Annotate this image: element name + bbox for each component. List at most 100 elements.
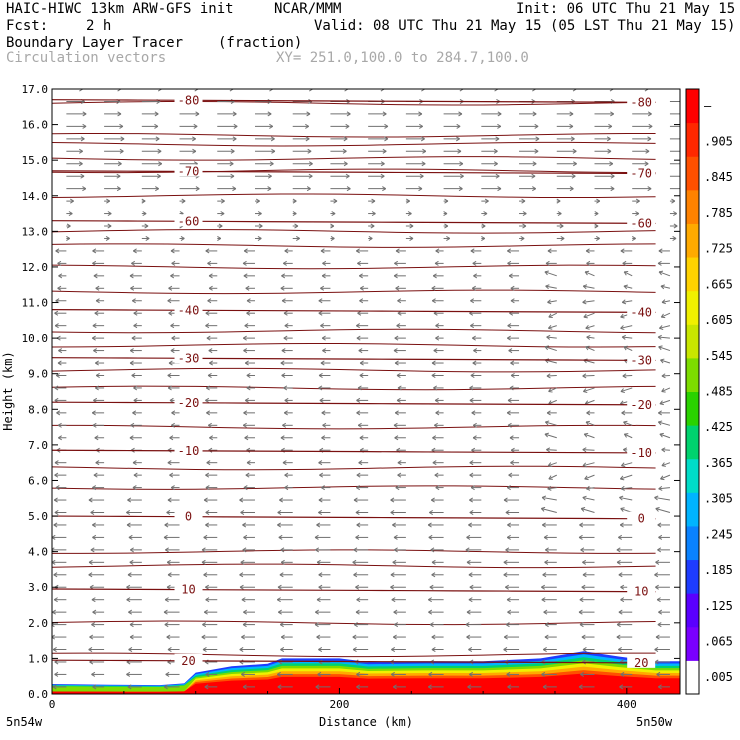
contour-label-bg <box>174 395 203 408</box>
vector-arrowhead <box>356 323 360 329</box>
vector-arrowhead <box>619 522 624 528</box>
vector-arrow <box>582 300 595 303</box>
vector-arrowhead <box>395 285 400 291</box>
vector-arrowhead <box>243 485 248 491</box>
colorbar-label: .485 <box>704 385 733 399</box>
vector-arrowhead <box>508 472 513 478</box>
x-tick-label: 200 <box>329 698 349 711</box>
vector-arrowhead <box>397 298 402 304</box>
vector-arrowhead <box>129 622 134 628</box>
vector-arrow <box>661 449 670 451</box>
vector-arrow <box>659 433 671 439</box>
vector-arrowhead <box>57 285 62 291</box>
vector-arrowhead <box>659 325 664 330</box>
vector-arrowhead <box>318 310 323 316</box>
vector-arrowhead <box>281 273 286 279</box>
vector-arrowhead <box>163 609 168 615</box>
contour-label-bg <box>627 95 656 108</box>
vector-arrowhead <box>117 111 122 117</box>
vector-arrowhead <box>239 584 244 590</box>
vector-arrowhead <box>243 410 248 416</box>
vector-arrowhead <box>91 622 96 628</box>
vector-arrowhead <box>180 235 185 241</box>
vector-arrowhead <box>355 609 360 615</box>
theta-line <box>52 385 656 391</box>
vector-arrow <box>655 508 671 513</box>
vector-arrowhead <box>242 547 247 553</box>
vector-arrow <box>658 346 671 352</box>
vector-arrowhead <box>434 422 438 428</box>
vector-arrowhead <box>620 507 625 512</box>
vector-arrowhead <box>393 422 398 428</box>
vector-arrowhead <box>296 235 300 241</box>
vector-arrowhead <box>618 534 623 540</box>
vector-arrowhead <box>241 597 246 603</box>
contour-label: -80 <box>178 93 200 107</box>
contour-label: -60 <box>178 214 200 228</box>
vector-arrowhead <box>507 422 512 428</box>
vector-arrow <box>541 508 557 513</box>
vector-arrowhead <box>382 111 387 117</box>
vector-arrowhead <box>569 111 574 117</box>
vector-arrowhead <box>616 634 621 640</box>
vector-arrowhead <box>167 497 172 503</box>
vector-arrowhead <box>141 198 146 204</box>
vector-arrowhead <box>658 270 664 276</box>
colorbar-segment <box>686 122 699 157</box>
vector-arrowhead <box>129 559 134 565</box>
vector-arrow <box>582 496 595 501</box>
colorbar-label: .005 <box>704 670 733 684</box>
vector-arrowhead <box>356 397 361 403</box>
vector-arrow <box>546 449 557 451</box>
vector-arrowhead <box>89 634 94 640</box>
vector-arrowhead <box>620 388 625 393</box>
vector-arrowhead <box>427 684 432 690</box>
vector-arrowhead <box>623 433 629 438</box>
vector-arrowhead <box>229 161 234 167</box>
theta-line <box>52 424 656 430</box>
vector-arrowhead <box>92 684 97 690</box>
vector-arrowhead <box>497 123 502 129</box>
vector-arrowhead <box>433 385 438 391</box>
theta-line <box>52 620 656 626</box>
vector-arrow <box>548 462 557 467</box>
y-tick-label: 5.0 <box>28 510 48 523</box>
contour-label-bg <box>174 509 203 522</box>
vector-arrowhead <box>472 435 477 441</box>
vector-arrowhead <box>520 235 525 241</box>
vector-arrowhead <box>396 323 401 329</box>
vector-arrowhead <box>305 136 310 142</box>
vector-arrowhead <box>92 323 97 329</box>
vector-arrowhead <box>205 472 210 478</box>
vector-arrowhead <box>243 609 248 615</box>
vector-arrow <box>584 271 595 277</box>
vector-arrowhead <box>92 422 97 428</box>
vector-arrowhead <box>207 298 212 304</box>
colorbar-label: – <box>704 99 712 113</box>
vector-arrow <box>623 271 633 277</box>
vector-arrowhead <box>243 273 248 279</box>
vector-arrowhead <box>397 460 402 466</box>
y-tick-label: 6.0 <box>28 474 48 487</box>
vector-arrowhead <box>164 597 169 603</box>
vector-arrowhead <box>657 547 662 553</box>
theta-line <box>52 328 656 334</box>
vector-arrow <box>658 487 670 490</box>
vector-arrowhead <box>242 684 247 690</box>
colorbar-segment <box>686 559 699 594</box>
vector-arrowhead <box>657 522 662 528</box>
vector-arrowhead <box>346 111 351 117</box>
vector-arrow <box>660 285 671 289</box>
vector-arrowhead <box>90 547 95 553</box>
vector-arrowhead <box>321 410 326 416</box>
vector-arrowhead <box>435 248 440 254</box>
contour-label: 20 <box>634 656 648 670</box>
vector-arrowhead <box>393 547 398 553</box>
vector-arrowhead <box>507 260 512 266</box>
vector-arrowhead <box>472 260 477 266</box>
vector-arrowhead <box>119 148 124 154</box>
vector-arrowhead <box>660 475 665 481</box>
plot-frame <box>51 88 681 695</box>
vector-arrowhead <box>68 211 73 217</box>
colorbar-label: .905 <box>704 135 733 149</box>
